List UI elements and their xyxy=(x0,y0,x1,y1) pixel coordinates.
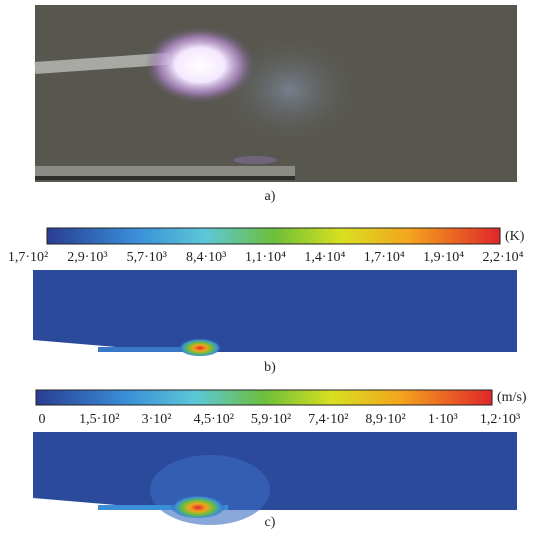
field xyxy=(33,270,517,356)
tick-label: 1·10³ xyxy=(428,412,458,427)
tick-label: 1,7·10² xyxy=(8,250,48,265)
colorbar xyxy=(47,228,500,244)
tick-label: 1,4·10⁴ xyxy=(304,250,345,265)
tick-label: 8,4·10³ xyxy=(186,250,226,265)
figure: a) (K) 1,7·10² 2,9·10³ 5,7·10³ 8,4·10³ 1,1·1… xyxy=(0,0,535,535)
tick-label: 7,4·10² xyxy=(308,412,348,427)
tick-label: 8,9·10² xyxy=(365,412,405,427)
panel-label: b) xyxy=(264,360,276,375)
tick-label: 2,2·10⁴ xyxy=(482,250,523,265)
photo xyxy=(35,5,517,182)
field xyxy=(33,432,517,525)
tick-labels: 1,7·10² 2,9·10³ 5,7·10³ 8,4·10³ 1,1·10⁴ 1,4·1… xyxy=(8,250,524,265)
tick-label: 5,9·10² xyxy=(251,412,291,427)
panel-label: a) xyxy=(265,189,276,204)
tick-label: 3·10² xyxy=(142,412,172,427)
colorbar-unit: (K) xyxy=(505,229,525,244)
panel-label: c) xyxy=(265,515,276,530)
tick-label: 1,7·10⁴ xyxy=(364,250,405,265)
tick-label: 5,7·10³ xyxy=(127,250,167,265)
tick-label: 0 xyxy=(39,412,46,427)
tick-label: 1,2·10³ xyxy=(480,412,520,427)
colorbar xyxy=(36,390,492,405)
tick-label: 1,9·10⁴ xyxy=(423,250,464,265)
tick-label: 1,5·10² xyxy=(79,412,119,427)
tick-labels: 0 1,5·10² 3·10² 4,5·10² 5,9·10² 7,4·10² 8,9·10… xyxy=(39,412,521,427)
tick-label: 2,9·10³ xyxy=(67,250,107,265)
tick-label: 1,1·10⁴ xyxy=(245,250,286,265)
tick-label: 4,5·10² xyxy=(194,412,234,427)
colorbar-unit: (m/s) xyxy=(497,390,527,405)
